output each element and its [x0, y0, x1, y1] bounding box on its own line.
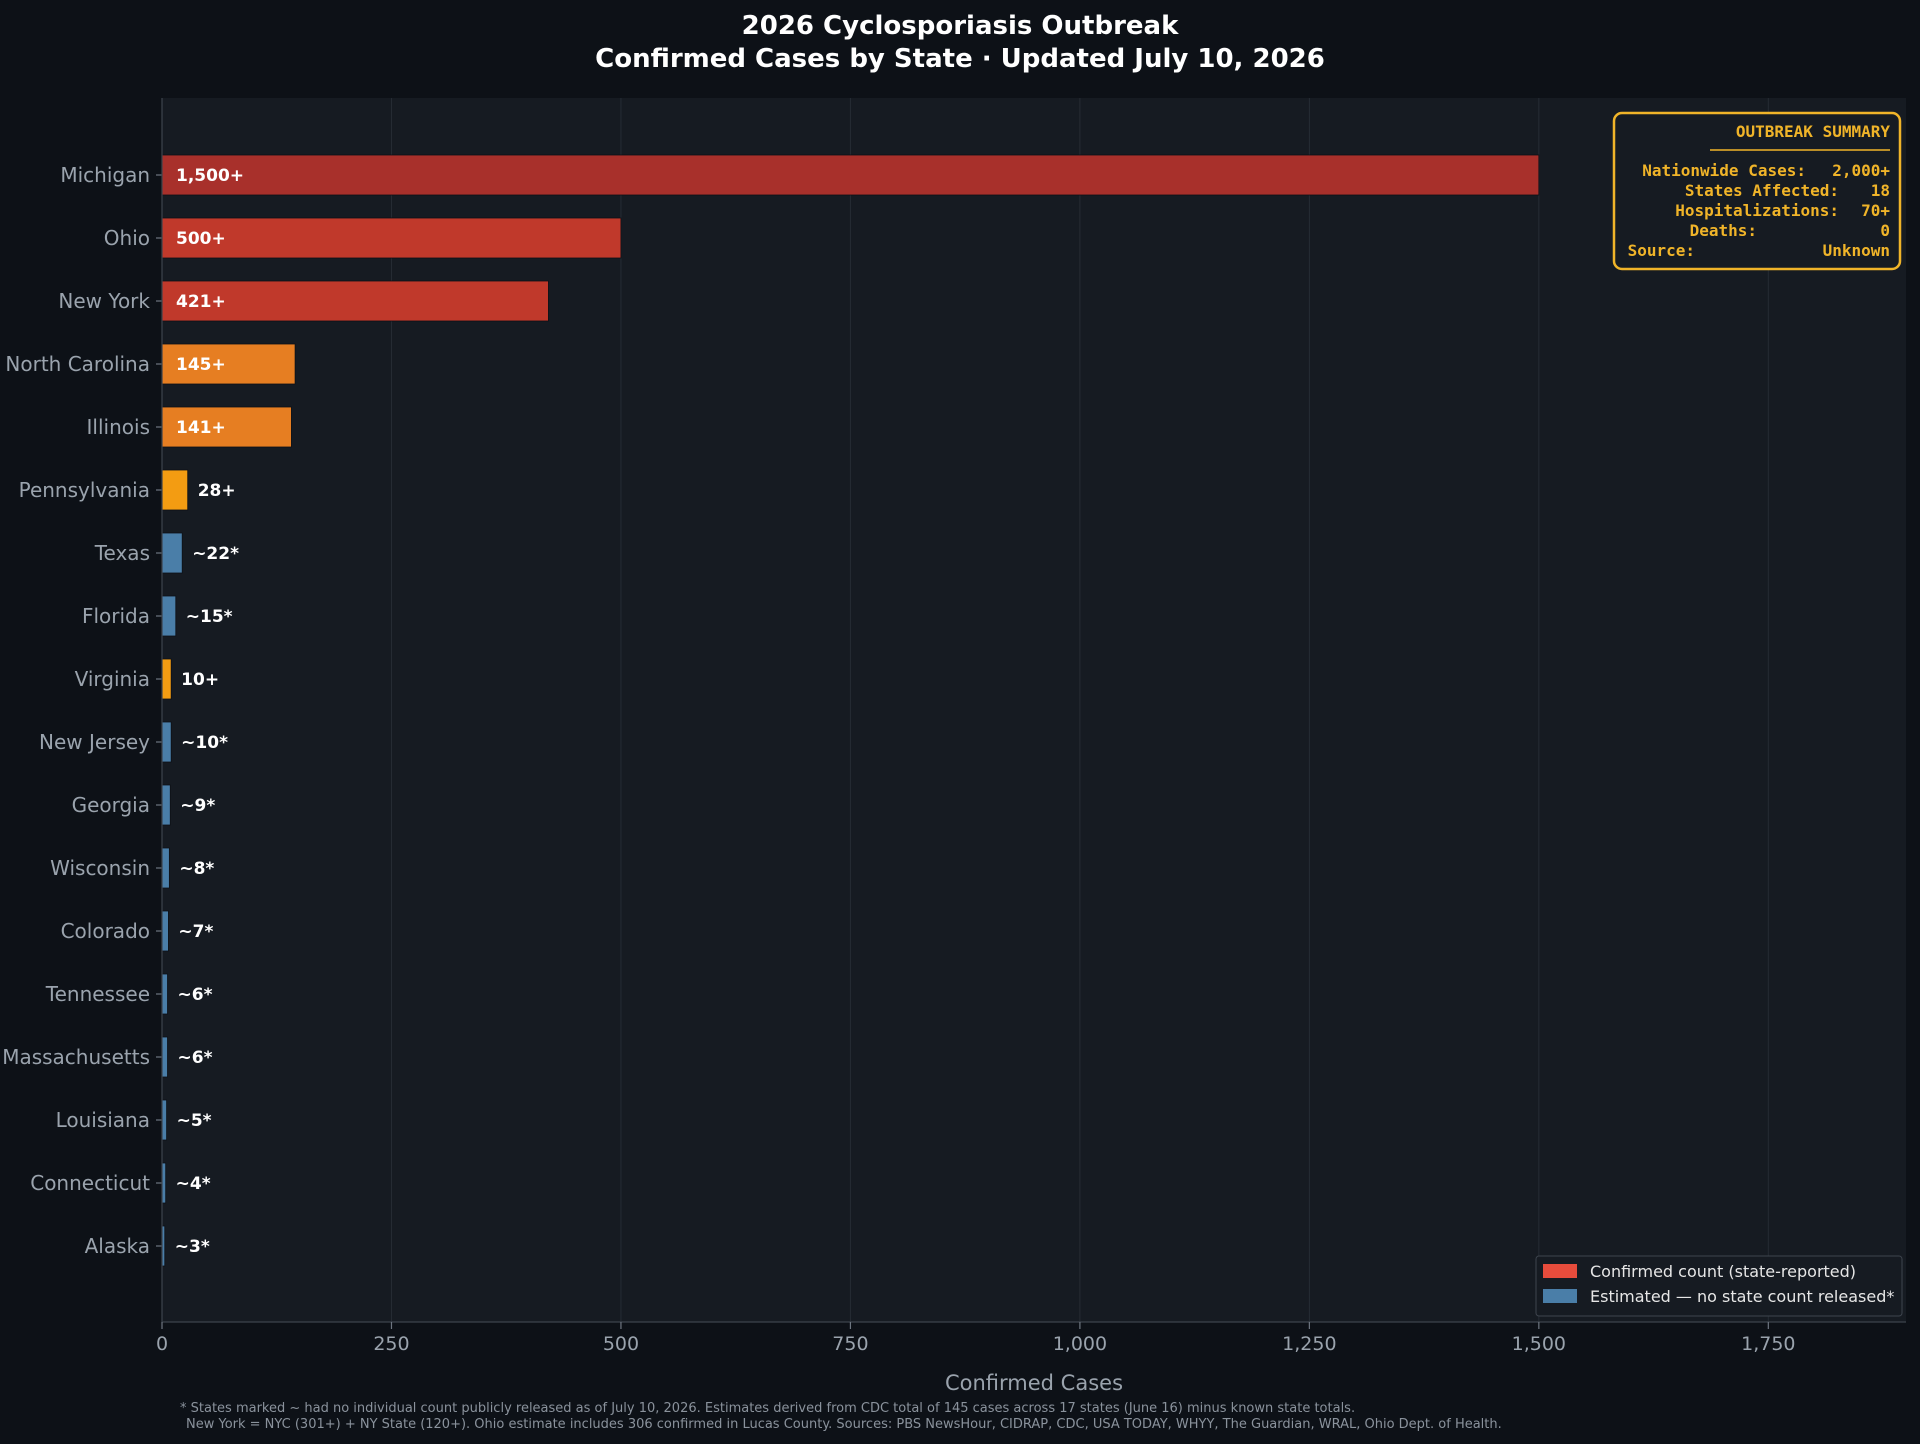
- bar: [161, 1036, 168, 1078]
- bar-value-label: 421+: [176, 292, 226, 312]
- category-label: Louisiana: [56, 1108, 150, 1132]
- category-label: Massachusetts: [2, 1045, 150, 1069]
- summary-title: OUTBREAK SUMMARY: [1736, 122, 1890, 141]
- category-label: New York: [58, 289, 150, 313]
- summary-frame: [1612, 111, 1902, 271]
- bar: [161, 154, 1540, 196]
- bar: [161, 847, 170, 889]
- bar: [161, 469, 189, 511]
- category-label: Alaska: [85, 1234, 150, 1258]
- category-axis: Michigan Ohio New York North Carolina Illino…: [2, 163, 162, 1258]
- bar-value-label: 10+: [181, 670, 219, 690]
- bar: [161, 973, 168, 1015]
- summary-rows: Nationwide Cases: 2,000+States Affected: 1…: [1628, 161, 1891, 260]
- x-tick-label: 1,250: [1282, 1333, 1336, 1355]
- x-tick-label: 1,000: [1053, 1333, 1107, 1355]
- bar-value-label: ~9*: [180, 796, 215, 816]
- bar-value-label: 1,500+: [176, 166, 244, 186]
- category-label: Michigan: [60, 163, 150, 187]
- chart-title: 2026 Cyclosporiasis Outbreak: [742, 11, 1179, 41]
- bar-value-label: ~6*: [178, 1048, 213, 1068]
- legend-label-estimated: Estimated — no state count released*: [1590, 1287, 1894, 1306]
- x-tick-label: 1,750: [1741, 1333, 1795, 1355]
- summary-row-value: 70+: [1861, 201, 1890, 220]
- bar-value-label: ~15*: [186, 607, 233, 627]
- bar: [161, 343, 296, 385]
- bar: [161, 1099, 167, 1141]
- summary-row-value: Unknown: [1823, 241, 1890, 260]
- legend-label-confirmed: Confirmed count (state-reported): [1590, 1262, 1856, 1281]
- category-label: Virginia: [75, 667, 150, 691]
- bar-value-label: ~10*: [181, 733, 228, 753]
- chart-subtitle: Confirmed Cases by State · Updated July …: [595, 44, 1325, 74]
- bar-value-label: 500+: [176, 229, 226, 249]
- footnote-line-1: * States marked ~ had no individual coun…: [180, 1401, 1355, 1416]
- bar-value-label: ~3*: [175, 1237, 210, 1257]
- bar: [161, 595, 177, 637]
- category-label: North Carolina: [5, 352, 150, 376]
- bar-value-label: ~5*: [177, 1111, 212, 1131]
- bar: [161, 217, 622, 259]
- footnote-line-2: New York = NYC (301+) + NY State (120+).…: [186, 1417, 1502, 1432]
- bar-value-label: 28+: [198, 481, 236, 501]
- x-tick-label: 1,500: [1512, 1333, 1566, 1355]
- legend-swatch-estimated: [1543, 1289, 1577, 1303]
- value-labels: 1,500+ 500+ 421+ 145+ 141+ 28+ ~22* ~15* 10+ ~10*…: [175, 166, 244, 1257]
- bar-value-label: ~7*: [178, 922, 213, 942]
- bar: [161, 910, 169, 952]
- summary-row-label: Hospitalizations:: [1675, 201, 1839, 220]
- bar-group: [161, 154, 1540, 1267]
- bar-value-label: ~22*: [192, 544, 239, 564]
- bar-value-label: 145+: [176, 355, 226, 375]
- legend-frame: [1535, 1255, 1903, 1317]
- category-label: Connecticut: [30, 1171, 150, 1195]
- summary-row-value: 18: [1871, 181, 1890, 200]
- category-label: Texas: [94, 541, 150, 565]
- legend: Confirmed count (state-reported) Estimat…: [1535, 1255, 1903, 1317]
- x-tick-label: 0: [156, 1333, 168, 1355]
- bar-value-label: ~8*: [179, 859, 214, 879]
- bar: [161, 532, 183, 574]
- category-label: Ohio: [104, 226, 150, 250]
- bar: [161, 658, 172, 700]
- bar-value-label: 141+: [176, 418, 226, 438]
- summary-box: OUTBREAK SUMMARY Nationwide Cases: 2,000+…: [1612, 111, 1902, 271]
- category-label: New Jersey: [39, 730, 150, 754]
- category-label: Illinois: [87, 415, 150, 439]
- summary-row-label: Source:: [1628, 241, 1695, 260]
- bar: [161, 721, 172, 763]
- bar: [161, 280, 549, 322]
- category-label: Florida: [82, 604, 150, 628]
- bar: [161, 784, 171, 826]
- bar-value-label: ~6*: [178, 985, 213, 1005]
- x-axis-title: Confirmed Cases: [945, 1371, 1123, 1395]
- x-tick-label: 750: [832, 1333, 868, 1355]
- category-label: Tennessee: [45, 982, 150, 1006]
- category-label: Pennsylvania: [19, 478, 150, 502]
- summary-row-label: Deaths:: [1690, 221, 1757, 240]
- x-tick-label: 250: [373, 1333, 409, 1355]
- x-tick-label: 500: [603, 1333, 639, 1355]
- x-axis-ticks: 0 250 500 750 1,000 1,250 1,500 1,750: [156, 1322, 1796, 1355]
- summary-row-label: Nationwide Cases:: [1642, 161, 1806, 180]
- summary-row-label: States Affected:: [1685, 181, 1839, 200]
- category-label: Colorado: [61, 919, 150, 943]
- summary-row-value: 2,000+: [1832, 161, 1890, 180]
- bar-value-label: ~4*: [176, 1174, 211, 1194]
- legend-swatch-confirmed: [1543, 1264, 1577, 1278]
- category-label: Georgia: [72, 793, 150, 817]
- category-label: Wisconsin: [50, 856, 150, 880]
- summary-row-value: 0: [1880, 221, 1890, 240]
